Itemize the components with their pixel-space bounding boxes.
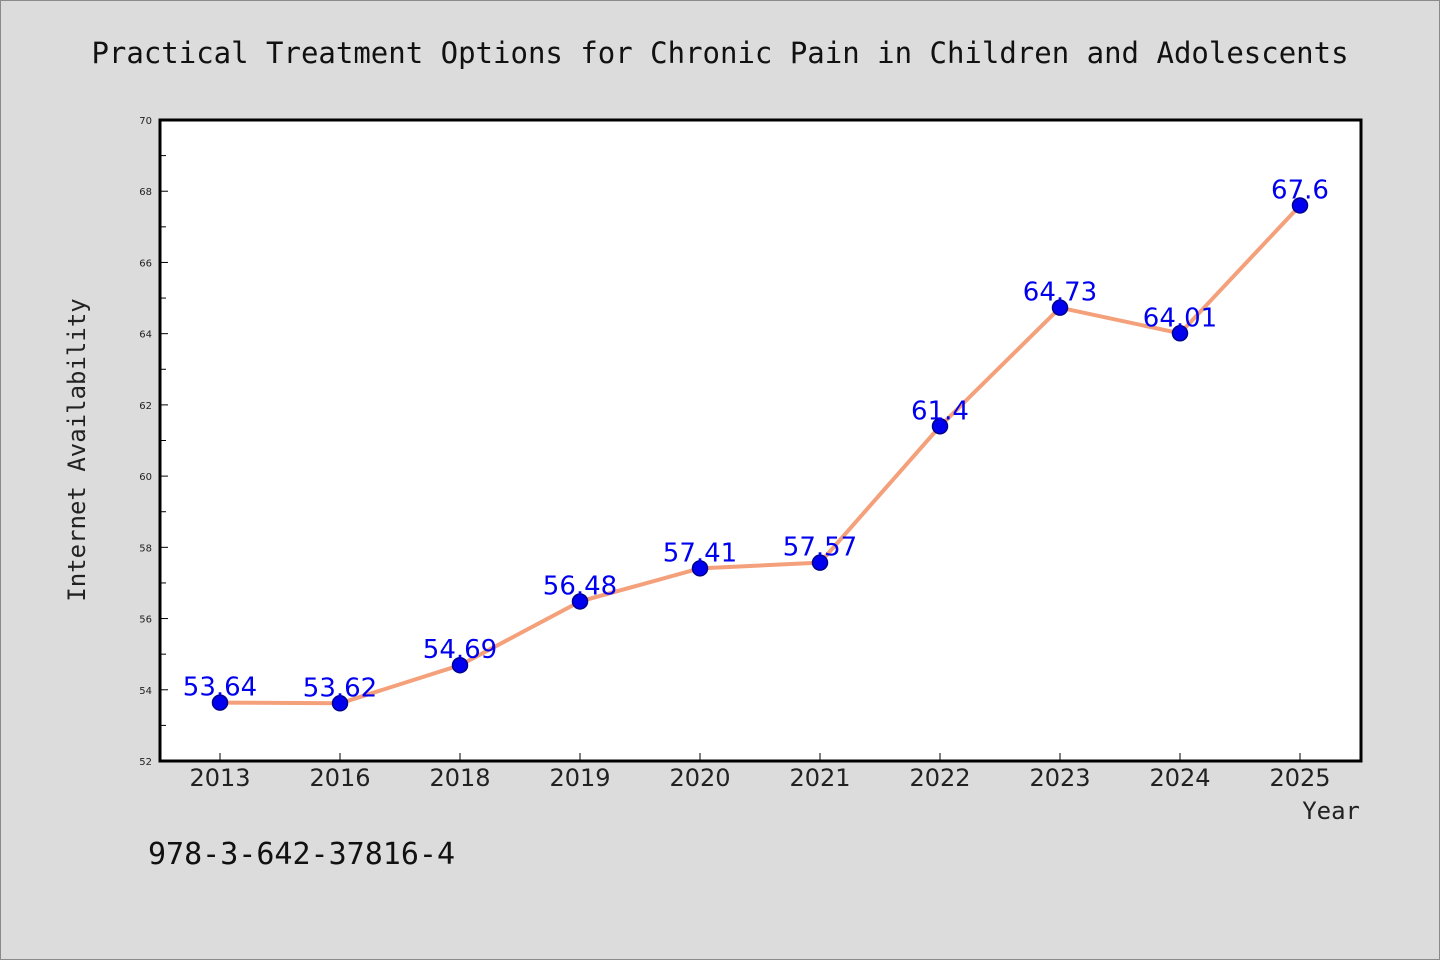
data-point-marker <box>1171 325 1189 342</box>
data-point-marker <box>1051 299 1069 316</box>
x-tick-label: 2021 <box>789 764 850 792</box>
x-tick-label: 2016 <box>309 764 370 792</box>
y-tick-label: 54 <box>139 686 152 697</box>
data-point-marker <box>571 593 589 610</box>
data-label: 56.48 <box>543 571 617 601</box>
y-tick-label: 62 <box>139 401 152 412</box>
y-tick-label: 68 <box>139 187 152 198</box>
x-tick-label: 2022 <box>909 764 970 792</box>
y-tick-label: 60 <box>139 472 152 483</box>
data-point-marker <box>811 554 829 571</box>
series-line <box>219 204 1302 706</box>
x-axis-ticks: 2013 2016 2018 2019 2020 2021 2022 2023 2024 2025 <box>189 753 1331 792</box>
y-axis-label: Internet Availability <box>63 298 91 601</box>
data-label: 67.6 <box>1271 175 1329 205</box>
series-markers <box>211 197 1309 712</box>
data-label: 64.01 <box>1143 303 1217 333</box>
y-tick-label: 64 <box>139 330 152 341</box>
data-label: 54.69 <box>423 635 497 665</box>
y-tick-label: 70 <box>139 116 152 127</box>
data-labels: 53.64 53.62 54.69 56.48 57.41 57.57 61.4 64.73 6… <box>183 175 1329 703</box>
chart-title: Practical Treatment Options for Chronic … <box>91 36 1348 70</box>
x-tick-label: 2025 <box>1269 764 1330 792</box>
data-point-marker <box>331 695 349 712</box>
data-point-marker <box>1291 197 1309 214</box>
footer-isbn: 978-3-642-37816-4 <box>148 837 455 872</box>
data-label: 64.73 <box>1023 278 1097 308</box>
x-tick-label: 2023 <box>1029 764 1090 792</box>
data-point-marker <box>691 560 709 577</box>
data-label: 53.64 <box>183 673 257 703</box>
data-point-marker <box>211 694 229 711</box>
data-label: 57.41 <box>663 538 737 568</box>
x-tick-label: 2020 <box>669 764 730 792</box>
data-label: 57.57 <box>783 533 857 563</box>
data-point-marker <box>931 418 949 435</box>
x-tick-label: 2018 <box>429 764 490 792</box>
x-axis-label: Year <box>1302 797 1360 825</box>
y-tick-label: 56 <box>139 615 152 626</box>
y-tick-label: 52 <box>139 757 152 768</box>
x-tick-label: 2024 <box>1149 764 1210 792</box>
x-tick-label: 2019 <box>549 764 610 792</box>
data-label: 61.4 <box>911 396 969 426</box>
data-point-marker <box>451 656 469 674</box>
data-label: 53.62 <box>303 673 377 703</box>
plot-area <box>158 118 1363 763</box>
y-tick-label: 66 <box>139 258 152 269</box>
y-axis-ticks: 52 54 56 58 60 62 64 66 68 70 <box>139 116 168 768</box>
x-tick-label: 2013 <box>189 764 250 792</box>
y-tick-label: 58 <box>139 543 152 554</box>
